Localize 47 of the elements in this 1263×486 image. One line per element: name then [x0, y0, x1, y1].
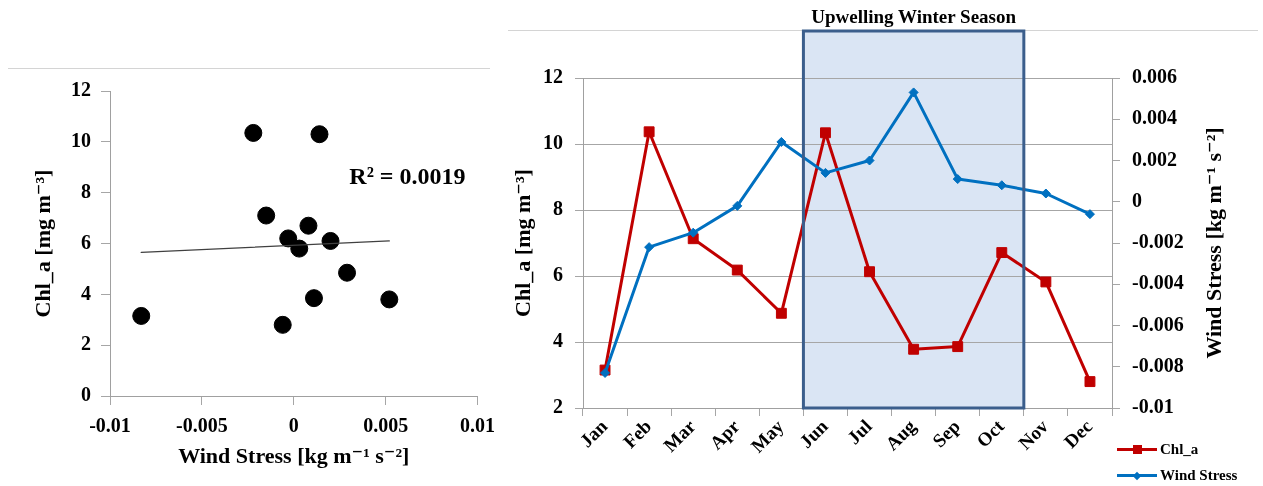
x-tick-label: May [746, 415, 789, 457]
y2-tick-label: 0.006 [1132, 65, 1177, 88]
x-axis-title: Wind Stress [kg m⁻¹ s⁻²] [178, 443, 410, 469]
y-tick-label: 8 [81, 179, 91, 202]
y-tick-label: 10 [71, 129, 91, 152]
x-tick-label: 0.01 [460, 414, 495, 437]
x-tick-label: Sep [928, 415, 965, 452]
y2-axis-title: Wind Stress [kg m⁻¹ s⁻²] [1200, 127, 1226, 359]
y2-tick-label: 0.002 [1132, 147, 1177, 170]
y2-tick-label: -0.006 [1132, 312, 1184, 335]
y-tick-label: 4 [81, 281, 91, 304]
x-tick-label: Apr [705, 415, 744, 454]
band-label: Upwelling Winter Season [811, 6, 1017, 28]
y2-tick-label: 0 [1132, 188, 1142, 211]
y-tick-label: 0 [81, 383, 91, 406]
y2-tick-label: -0.002 [1132, 230, 1184, 253]
annotation: R² = 0.0019 [349, 163, 466, 190]
x-tick-label: Dec [1059, 415, 1097, 452]
x-tick-label: Aug [881, 415, 921, 455]
y-tick-label: 4 [553, 329, 563, 352]
x-tick-label: 0 [288, 414, 299, 437]
y-tick-label: 10 [543, 131, 563, 154]
y-tick-label: 12 [71, 78, 91, 101]
y2-tick-label: -0.01 [1132, 395, 1174, 418]
y2-tick-label: 0.004 [1132, 106, 1177, 129]
x-tick-label: -0.01 [89, 414, 131, 437]
y-tick-label: 2 [553, 395, 563, 418]
x-tick-label: Jan [575, 415, 612, 452]
x-tick-label: Mar [659, 415, 700, 456]
x-tick-label: Jun [795, 415, 833, 453]
y-tick-label: 8 [553, 197, 563, 220]
y-tick-label: 6 [81, 230, 91, 253]
x-tick-label: Jul [843, 415, 876, 449]
x-tick-label: Feb [618, 415, 656, 452]
legend-label: Wind Stress [1160, 466, 1238, 484]
y-axis-title: Chl_a [mg m⁻³] [509, 169, 535, 317]
legend-label: Chl_a [1160, 440, 1199, 458]
x-tick-label: Nov [1014, 415, 1053, 454]
y2-tick-label: -0.004 [1132, 271, 1184, 294]
x-tick-label: 0.005 [363, 414, 409, 437]
y-axis-title: Chl_a [mg m⁻³] [29, 169, 55, 318]
x-tick-label: Oct [972, 415, 1009, 452]
y2-tick-label: -0.008 [1132, 353, 1184, 376]
y-tick-label: 6 [553, 263, 563, 286]
y-tick-label: 2 [81, 332, 91, 355]
x-tick-label: -0.005 [176, 414, 228, 437]
y-tick-label: 12 [543, 65, 563, 88]
